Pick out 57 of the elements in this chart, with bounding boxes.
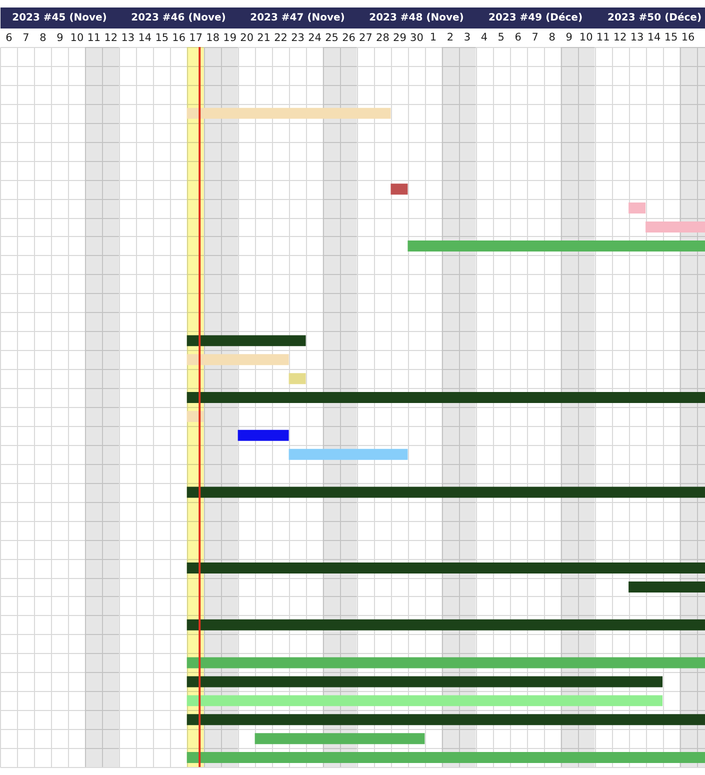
text: 2023 #45 (Nove) bbox=[12, 12, 107, 24]
bar bbox=[628, 202, 646, 214]
bar bbox=[186, 108, 391, 119]
x-tick-label: 19 bbox=[223, 32, 237, 44]
x-tick-label: 25 bbox=[325, 32, 338, 44]
bar bbox=[408, 240, 705, 252]
x-tick-label: 18 bbox=[206, 32, 220, 44]
bar bbox=[186, 354, 289, 366]
bar bbox=[186, 335, 306, 346]
text: 2023 #47 (Nove) bbox=[250, 12, 345, 24]
x-tick-label: 13 bbox=[121, 32, 135, 44]
bar bbox=[238, 430, 289, 441]
x-tick-label: 12 bbox=[104, 32, 118, 44]
bar bbox=[186, 392, 705, 404]
text: 2023 #49 (Déce) bbox=[488, 12, 583, 24]
x2-tick-label: 4 bbox=[480, 32, 488, 44]
x-tick-label: 6 bbox=[6, 32, 13, 44]
x2-tick-label: 3 bbox=[464, 32, 471, 44]
bar bbox=[186, 657, 705, 668]
x-tick-label: 10 bbox=[70, 32, 84, 44]
x-tick-label: 7 bbox=[22, 32, 30, 44]
x-tick-label: 26 bbox=[342, 32, 356, 44]
bar bbox=[646, 222, 705, 232]
text: 2023 #48 (Nove) bbox=[369, 12, 464, 24]
bar bbox=[390, 184, 408, 195]
bar bbox=[288, 373, 306, 384]
x-tick-label: 14 bbox=[138, 32, 152, 44]
x-tick-label: 16 bbox=[172, 32, 186, 44]
x-tick-label: 30 bbox=[410, 32, 424, 44]
x-tick-label: 21 bbox=[257, 32, 270, 44]
x-tick-label: 20 bbox=[240, 32, 254, 44]
x-tick-label: 22 bbox=[274, 32, 288, 44]
bar bbox=[186, 752, 705, 764]
x-tick-label: 15 bbox=[155, 32, 169, 44]
x-tick-label: 27 bbox=[359, 32, 372, 44]
bar bbox=[186, 714, 705, 726]
x-tick-label: 9 bbox=[56, 32, 64, 44]
x2-tick-label: 1 bbox=[430, 32, 437, 44]
bar bbox=[186, 619, 705, 630]
bar bbox=[628, 582, 705, 592]
text: 2023 #46 (Nove) bbox=[131, 12, 226, 24]
x-tick-label: 28 bbox=[376, 32, 390, 44]
bar bbox=[186, 676, 663, 688]
bar bbox=[288, 448, 408, 460]
x-tick-label: 23 bbox=[291, 32, 304, 44]
text: 2023 #50 (Déce) bbox=[607, 12, 702, 24]
bar bbox=[186, 695, 663, 706]
x-tick-label: 29 bbox=[393, 32, 406, 44]
x2-tick-label: 5 bbox=[498, 32, 504, 44]
bar bbox=[254, 733, 425, 744]
x-tick-label: 24 bbox=[308, 32, 322, 44]
x2-tick-label: 2 bbox=[446, 32, 454, 44]
x-tick-label: 8 bbox=[40, 32, 46, 44]
x-tick-label: 17 bbox=[189, 32, 203, 44]
x-tick-label: 11 bbox=[87, 32, 101, 44]
bar bbox=[186, 486, 705, 498]
bar bbox=[186, 562, 705, 574]
